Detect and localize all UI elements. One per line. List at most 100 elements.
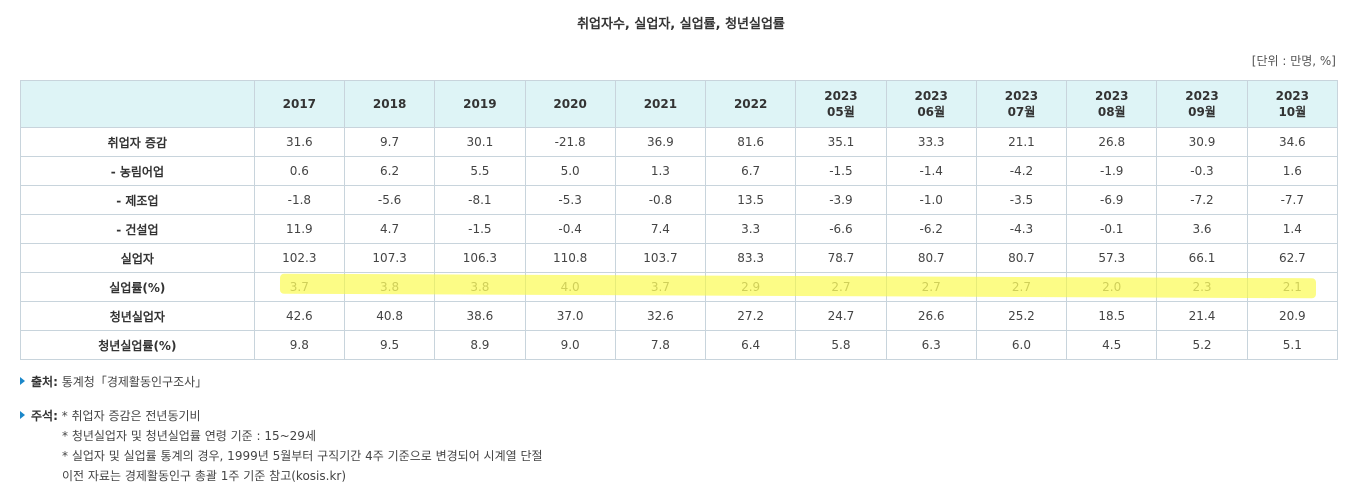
notes-section: 출처: 통계청「경제활동인구조사」 주석: * 취업자 증감은 전년동기비 * … [20,372,543,486]
table-cell: 20.9 [1246,301,1339,331]
table-cell: -3.5 [975,185,1068,215]
stats-table: 2017 2018 2019 2020 2021 2022 2023 05월 2023 06월 20… [20,80,1339,360]
table-cell: 18.5 [1066,301,1158,331]
unit-label: [단위 : 만명, %] [1251,54,1336,68]
column-month: 08월 [1097,105,1126,119]
table-cell: -7.7 [1246,185,1339,215]
column-month: 10월 [1278,105,1307,119]
column-header: 2023 07월 [975,80,1068,128]
row-label: - 농림어업 [20,156,255,186]
table-cell: 1.6 [1246,156,1339,186]
table-cell: -1.5 [795,156,887,186]
table-cell: 40.8 [343,301,436,331]
table-cell: 107.3 [343,243,436,273]
table-cell: 26.8 [1066,127,1158,157]
table-cell: 2.1 [1246,272,1339,302]
table-cell: 6.0 [975,330,1068,360]
table-cell: 26.6 [885,301,977,331]
table-cell: 8.9 [434,330,526,360]
row-label: - 건설업 [20,214,255,244]
table-header-row: 2017 2018 2019 2020 2021 2022 2023 05월 2023 06월 20… [20,80,1339,128]
table-cell: -1.9 [1066,156,1158,186]
source-note: 출처: 통계청「경제활동인구조사」 [20,372,543,392]
table-cell: 27.2 [705,301,797,331]
table-cell: 4.5 [1066,330,1158,360]
column-year: 2022 [733,97,768,111]
table-cell: -8.1 [434,185,526,215]
remark-line: 이전 자료는 경제활동인구 총괄 1주 기준 참고(kosis.kr) [62,469,347,483]
column-header: 2018 [343,80,436,128]
row-label: 실업자 [20,243,255,273]
source-label: 출처: [31,375,58,389]
column-header: 2023 10월 [1246,80,1339,128]
table-cell: 2.7 [885,272,977,302]
column-month: 05월 [827,105,855,119]
table-cell: 9.7 [343,127,436,157]
table-cell: 25.2 [975,301,1068,331]
table-cell: 21.4 [1156,301,1248,331]
table-cell: 4.7 [343,214,436,244]
table-cell: 103.7 [614,243,707,273]
table-cell: 66.1 [1156,243,1248,273]
table-cell: -0.8 [614,185,707,215]
table-cell: 0.6 [253,156,345,186]
table-cell: 78.7 [795,243,887,273]
page-title: 취업자수, 실업자, 실업률, 청년실업률 [577,17,785,32]
column-header: 2023 06월 [885,80,977,128]
table-cell: 9.5 [343,330,436,360]
table-cell: 21.1 [975,127,1068,157]
table-cell: 5.8 [795,330,887,360]
table-cell: -1.0 [885,185,977,215]
table-cell: -4.2 [975,156,1068,186]
triangle-bullet-icon [20,377,25,385]
column-month: 07월 [1007,105,1036,119]
column-year: 2023 [1185,89,1219,103]
table-cell: -7.2 [1156,185,1248,215]
table-row: 실업률(%) 3.7 3.8 3.8 4.0 3.7 2.9 2.7 2.7 2.7 2.0 2.3 2… [20,272,1339,302]
table-cell: 30.1 [434,127,526,157]
table-cell: 4.0 [524,272,616,302]
column-header: 2023 08월 [1066,80,1158,128]
row-label: 취업자 증감 [20,127,255,157]
table-cell: -5.3 [524,185,616,215]
table-cell: -6.2 [885,214,977,244]
table-cell: -3.9 [795,185,887,215]
table-cell: 80.7 [885,243,977,273]
table-cell: 30.9 [1156,127,1248,157]
column-header: 2017 [253,80,345,128]
table-cell: 3.6 [1156,214,1248,244]
table-cell: 9.8 [253,330,345,360]
table-cell: 37.0 [524,301,616,331]
column-year: 2023 [914,89,948,103]
table-cell: -0.3 [1156,156,1248,186]
column-month: 09월 [1188,105,1216,119]
table-row: - 농림어업 0.6 6.2 5.5 5.0 1.3 6.7 -1.5 -1.4 -4.2 -1.9… [20,156,1339,186]
table-cell: 5.1 [1246,330,1339,360]
column-year: 2020 [553,97,587,111]
table-cell: 106.3 [434,243,526,273]
table-row: 실업자 102.3 107.3 106.3 110.8 103.7 83.3 78.7 80.7… [20,243,1339,273]
table-cell: 81.6 [705,127,797,157]
column-header: 2023 05월 [795,80,887,128]
table-cell: 102.3 [253,243,345,273]
column-year: 2019 [463,97,497,111]
table-cell: 11.9 [253,214,345,244]
stats-table-container: 2017 2018 2019 2020 2021 2022 2023 05월 2023 06월 20… [20,80,1339,360]
table-row: - 건설업 11.9 4.7 -1.5 -0.4 7.4 3.3 -6.6 -6.2 -4.3 -0… [20,214,1339,244]
table-cell: 13.5 [705,185,797,215]
column-year: 2023 [1275,89,1310,103]
table-cell: 57.3 [1066,243,1158,273]
table-cell: 31.6 [253,127,345,157]
table-cell: 5.5 [434,156,526,186]
column-month: 06월 [917,105,946,119]
column-header: 2021 [614,80,707,128]
row-label: 실업률(%) [20,272,255,302]
table-row: - 제조업 -1.8 -5.6 -8.1 -5.3 -0.8 13.5 -3.9 -1.0 -3.… [20,185,1339,215]
table-cell: -21.8 [524,127,616,157]
table-cell: -1.5 [434,214,526,244]
source-text: 통계청「경제활동인구조사」 [57,375,208,389]
table-cell: 2.3 [1156,272,1248,302]
table-cell: 1.4 [1246,214,1339,244]
column-header: 2019 [434,80,526,128]
table-cell: 6.3 [885,330,977,360]
